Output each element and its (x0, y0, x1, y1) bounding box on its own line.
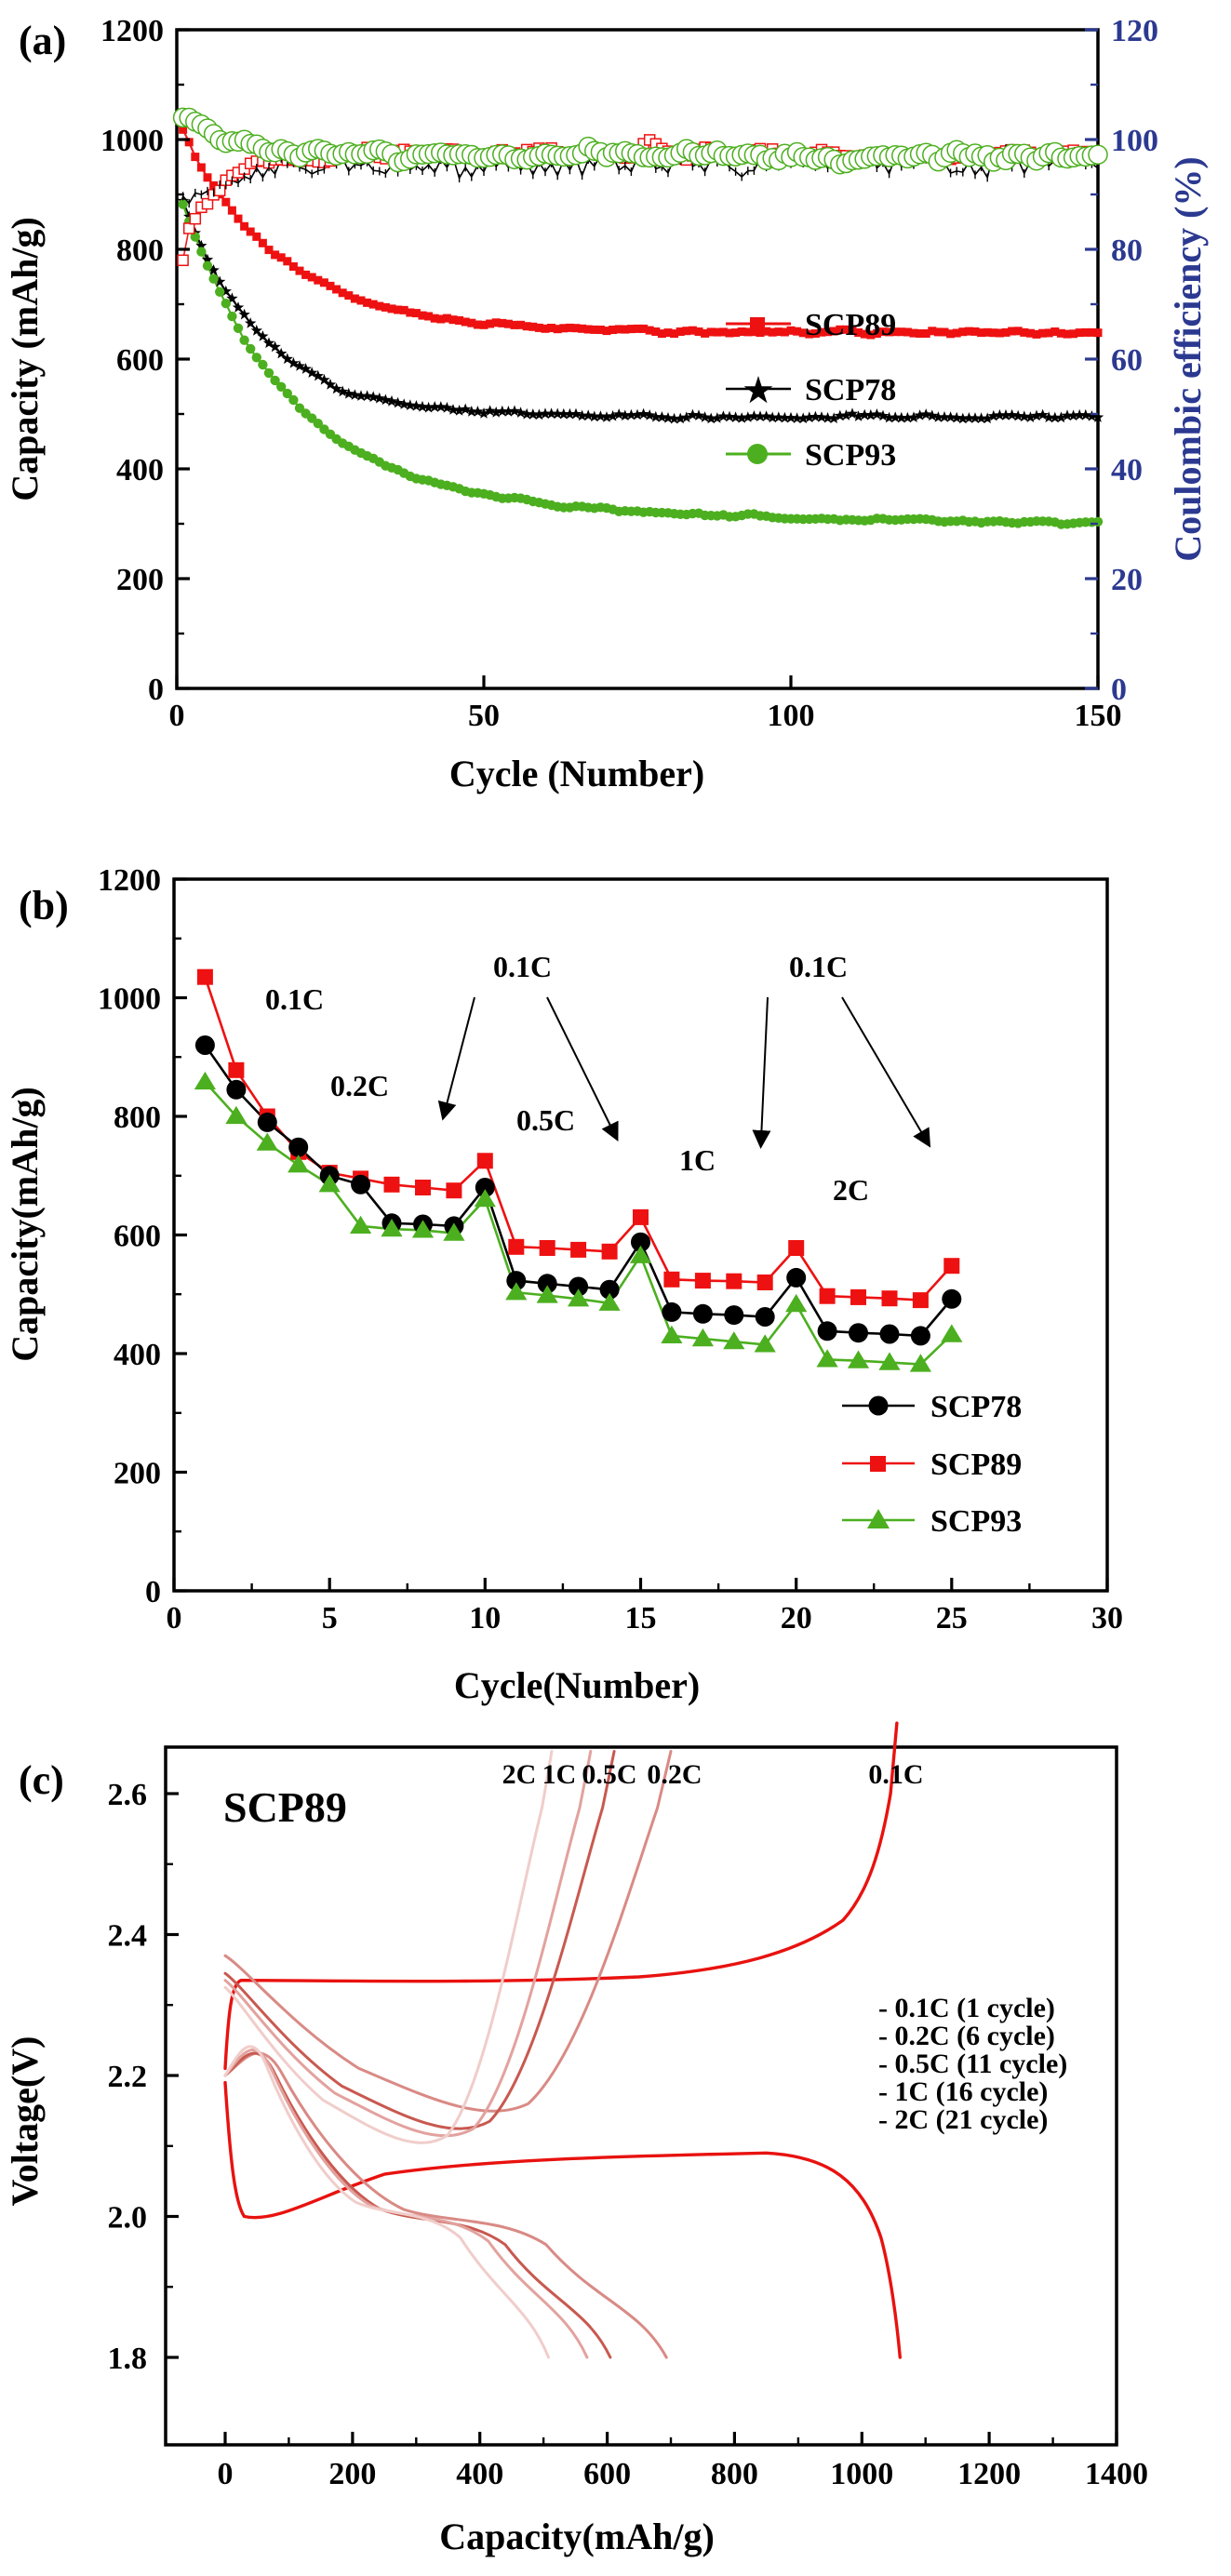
svg-text:SCP78: SCP78 (930, 1390, 1022, 1424)
svg-text:120: 120 (1111, 14, 1158, 48)
svg-text:0.2C: 0.2C (647, 1759, 702, 1790)
svg-text:0.1C: 0.1C (789, 950, 848, 983)
svg-text:SCP93: SCP93 (805, 438, 896, 473)
svg-text:- 0.1C (1 cycle): - 0.1C (1 cycle) (878, 1993, 1055, 2023)
svg-text:40: 40 (1111, 453, 1143, 487)
svg-text:1000: 1000 (830, 2457, 893, 2491)
svg-text:Capacity (mAh/g): Capacity (mAh/g) (4, 217, 46, 501)
svg-text:SCP89: SCP89 (930, 1448, 1022, 1482)
svg-text:Cycle (Number): Cycle (Number) (449, 753, 704, 794)
svg-text:- 2C (21 cycle): - 2C (21 cycle) (878, 2104, 1048, 2135)
svg-text:2.2: 2.2 (108, 2060, 148, 2094)
svg-text:Capacity(mAh/g): Capacity(mAh/g) (4, 1087, 46, 1362)
svg-text:Capacity(mAh/g): Capacity(mAh/g) (439, 2516, 715, 2557)
svg-text:(b): (b) (19, 883, 69, 928)
svg-text:60: 60 (1111, 343, 1143, 378)
svg-text:SCP93: SCP93 (930, 1504, 1022, 1539)
svg-text:800: 800 (114, 1101, 161, 1135)
svg-text:0: 0 (218, 2457, 234, 2491)
svg-text:2.6: 2.6 (108, 1778, 148, 1812)
svg-text:1C: 1C (542, 1759, 577, 1790)
svg-text:- 0.5C (11 cycle): - 0.5C (11 cycle) (878, 2049, 1067, 2079)
svg-text:600: 600 (114, 1220, 161, 1254)
svg-text:(a): (a) (19, 18, 66, 63)
svg-text:10: 10 (469, 1601, 501, 1635)
svg-text:30: 30 (1091, 1601, 1123, 1635)
svg-text:80: 80 (1111, 234, 1143, 268)
svg-text:1200: 1200 (100, 14, 164, 48)
svg-text:20: 20 (1111, 563, 1143, 597)
svg-text:25: 25 (936, 1601, 968, 1635)
svg-text:0.5C: 0.5C (582, 1759, 636, 1790)
svg-text:0.1C: 0.1C (493, 950, 552, 983)
svg-text:0: 0 (145, 1575, 161, 1609)
svg-text:- 1C (16 cycle): - 1C (16 cycle) (878, 2076, 1048, 2107)
svg-text:Cycle(Number): Cycle(Number) (454, 1664, 700, 1706)
svg-text:50: 50 (468, 699, 500, 733)
svg-text:(c): (c) (19, 1757, 64, 1803)
svg-text:100: 100 (768, 699, 815, 733)
svg-text:2C: 2C (502, 1759, 537, 1790)
svg-text:- 0.2C (6 cycle): - 0.2C (6 cycle) (878, 2021, 1055, 2051)
svg-text:1000: 1000 (98, 982, 161, 1017)
svg-text:400: 400 (456, 2457, 503, 2491)
svg-text:200: 200 (328, 2457, 376, 2491)
svg-text:800: 800 (116, 234, 164, 268)
svg-text:600: 600 (116, 343, 164, 378)
svg-text:SCP78: SCP78 (805, 373, 896, 407)
svg-text:1.8: 1.8 (108, 2342, 148, 2376)
svg-text:0: 0 (167, 1601, 182, 1635)
svg-text:0.1C: 0.1C (868, 1759, 923, 1790)
svg-text:5: 5 (322, 1601, 338, 1635)
svg-text:2.0: 2.0 (108, 2201, 148, 2236)
svg-text:400: 400 (114, 1338, 161, 1372)
svg-text:0.1C: 0.1C (265, 982, 324, 1016)
svg-text:0: 0 (169, 699, 185, 733)
svg-text:SCP89: SCP89 (805, 308, 896, 342)
svg-text:200: 200 (114, 1457, 161, 1491)
svg-text:1000: 1000 (100, 124, 164, 158)
svg-text:0: 0 (1111, 673, 1127, 707)
svg-text:800: 800 (711, 2457, 758, 2491)
svg-text:400: 400 (116, 453, 164, 487)
svg-text:0.5C: 0.5C (516, 1103, 575, 1137)
svg-text:2C: 2C (833, 1173, 869, 1207)
svg-text:200: 200 (116, 563, 164, 597)
svg-text:2.4: 2.4 (108, 1919, 148, 1954)
svg-text:Coulombic efficiency (%): Coulombic efficiency (%) (1167, 156, 1209, 561)
svg-text:1C: 1C (679, 1143, 716, 1177)
svg-text:1400: 1400 (1085, 2457, 1148, 2491)
svg-text:SCP89: SCP89 (223, 1783, 347, 1831)
svg-text:1200: 1200 (98, 863, 161, 898)
svg-text:Voltage(V): Voltage(V) (4, 2036, 46, 2207)
svg-text:600: 600 (583, 2457, 631, 2491)
svg-text:0: 0 (148, 673, 164, 707)
svg-text:15: 15 (625, 1601, 657, 1635)
svg-text:20: 20 (781, 1601, 812, 1635)
svg-text:100: 100 (1111, 124, 1158, 158)
svg-text:0.2C: 0.2C (330, 1069, 389, 1102)
svg-text:1200: 1200 (957, 2457, 1021, 2491)
